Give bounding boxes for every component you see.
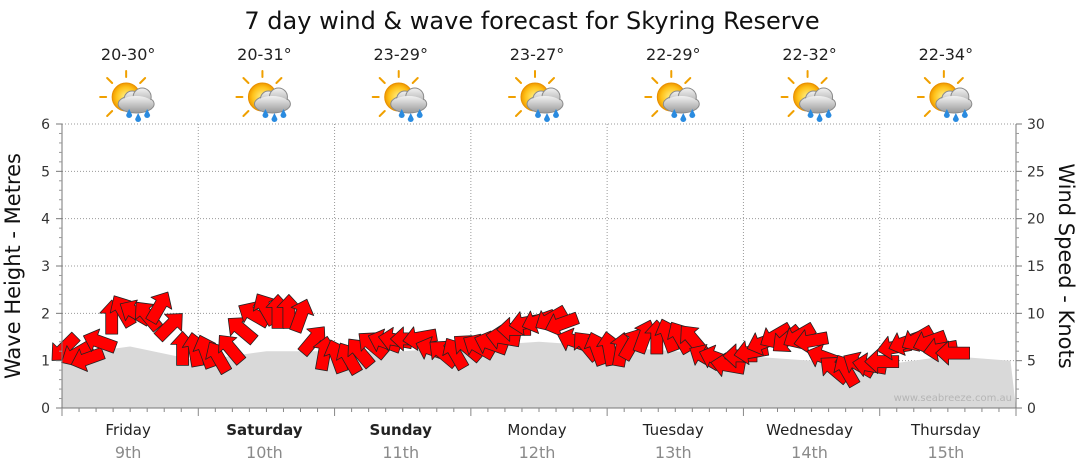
sun-cloud-rain-icon <box>235 70 292 123</box>
day-name-label: Wednesday <box>766 421 853 439</box>
left-tick-label: 3 <box>41 259 50 275</box>
day-date-label: 11th <box>382 443 419 462</box>
right-tick-label: 5 <box>1027 354 1036 370</box>
day-name-label: Saturday <box>226 421 303 439</box>
day-date-label: 15th <box>927 443 964 462</box>
wind-arrow <box>793 329 829 354</box>
day-name-label: Thursday <box>910 421 981 439</box>
right-axis-title: Wind Speed - Knots <box>1054 163 1078 368</box>
left-tick-label: 2 <box>41 306 50 322</box>
day-name-label: Monday <box>507 421 566 439</box>
wind-arrow <box>227 317 259 346</box>
day-date-label: 12th <box>519 443 556 462</box>
day-date-label: 9th <box>115 443 142 462</box>
chart-title: 7 day wind & wave forecast for Skyring R… <box>244 7 819 35</box>
day-labels: Friday 9th Saturday 10th Sunday 11th Monday 12t… <box>105 421 980 462</box>
wind-arrow <box>289 298 315 334</box>
wind-arrow <box>347 338 376 370</box>
right-tick-label: 25 <box>1027 164 1045 180</box>
wave-height-series <box>62 341 1016 408</box>
sun-cloud-rain-icon <box>916 70 973 123</box>
day-temp-range: 20-30° <box>101 45 156 64</box>
day-temp-range: 22-34° <box>919 45 974 64</box>
left-tick-label: 0 <box>41 401 50 417</box>
left-tick-label: 4 <box>41 212 50 228</box>
wind-arrow <box>545 311 580 337</box>
sun-cloud-rain-icon <box>371 70 428 123</box>
day-name-label: Friday <box>105 421 151 439</box>
day-temp-range: 22-32° <box>782 45 837 64</box>
left-tick-label: 1 <box>41 354 50 370</box>
sun-cloud-rain-icon <box>508 70 564 123</box>
day-temp-range: 23-29° <box>373 45 428 64</box>
right-tick-label: 10 <box>1027 306 1045 322</box>
day-date-label: 14th <box>791 443 828 462</box>
right-tick-label: 30 <box>1027 117 1045 133</box>
wind-arrow <box>935 340 970 366</box>
sun-cloud-rain-icon <box>99 70 156 123</box>
wind-speed-series <box>51 291 970 389</box>
wind-arrow <box>205 341 233 376</box>
right-axis-ticks: 0 5 10 15 20 25 30 <box>1016 117 1045 417</box>
day-temp-range: 20-31° <box>237 45 292 64</box>
day-date-label: 13th <box>655 443 692 462</box>
day-temp-range: 23-27° <box>510 45 565 64</box>
x-axis-ticks <box>61 408 1017 416</box>
day-date-label: 10th <box>246 443 283 462</box>
plot-area: 0 1 2 3 4 5 6 0 5 10 15 20 25 30 <box>41 117 1045 417</box>
wind-arrow <box>83 328 118 354</box>
wind-arrow <box>153 313 183 343</box>
right-tick-label: 15 <box>1027 259 1045 275</box>
day-headers: 20-30° 20-31° 23-29° 23-27° 22-29° 22-32° 22-3… <box>99 45 974 123</box>
left-axis-ticks: 0 1 2 3 4 5 6 <box>41 117 62 417</box>
credit-text: www.seabreeze.com.au <box>894 393 1012 404</box>
day-name-label: Sunday <box>370 421 433 439</box>
sun-cloud-rain-icon <box>644 70 701 123</box>
wind-arrow <box>145 291 173 325</box>
right-tick-label: 20 <box>1027 212 1045 228</box>
wind-arrow <box>218 334 247 366</box>
left-tick-label: 6 <box>41 117 50 133</box>
day-temp-range: 22-29° <box>646 45 701 64</box>
day-name-label: Tuesday <box>642 421 704 439</box>
wind-arrow <box>70 346 106 372</box>
right-tick-label: 0 <box>1027 401 1036 417</box>
left-axis-title: Wave Height - Metres <box>1 153 25 379</box>
wind-arrow <box>297 326 326 358</box>
left-tick-label: 5 <box>41 164 50 180</box>
sun-cloud-rain-icon <box>780 70 837 123</box>
